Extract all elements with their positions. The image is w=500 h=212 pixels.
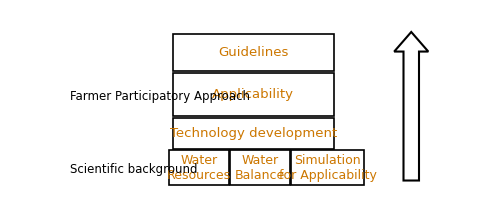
Text: Technology development: Technology development <box>170 127 337 140</box>
Bar <box>173 34 334 71</box>
Text: Farmer Participatory Approach: Farmer Participatory Approach <box>70 90 250 103</box>
Text: Simulation
for Applicability: Simulation for Applicability <box>278 154 376 182</box>
Polygon shape <box>394 32 428 181</box>
Bar <box>173 118 334 149</box>
Text: Water
Resources: Water Resources <box>167 154 231 182</box>
Text: Applicability: Applicability <box>212 88 294 101</box>
Bar <box>173 73 334 116</box>
Text: Scientific background: Scientific background <box>70 163 198 176</box>
Text: Guidelines: Guidelines <box>218 46 288 59</box>
Text: Water
Balance: Water Balance <box>235 154 285 182</box>
Bar <box>169 150 229 186</box>
Bar <box>290 150 364 186</box>
Bar <box>230 150 290 186</box>
